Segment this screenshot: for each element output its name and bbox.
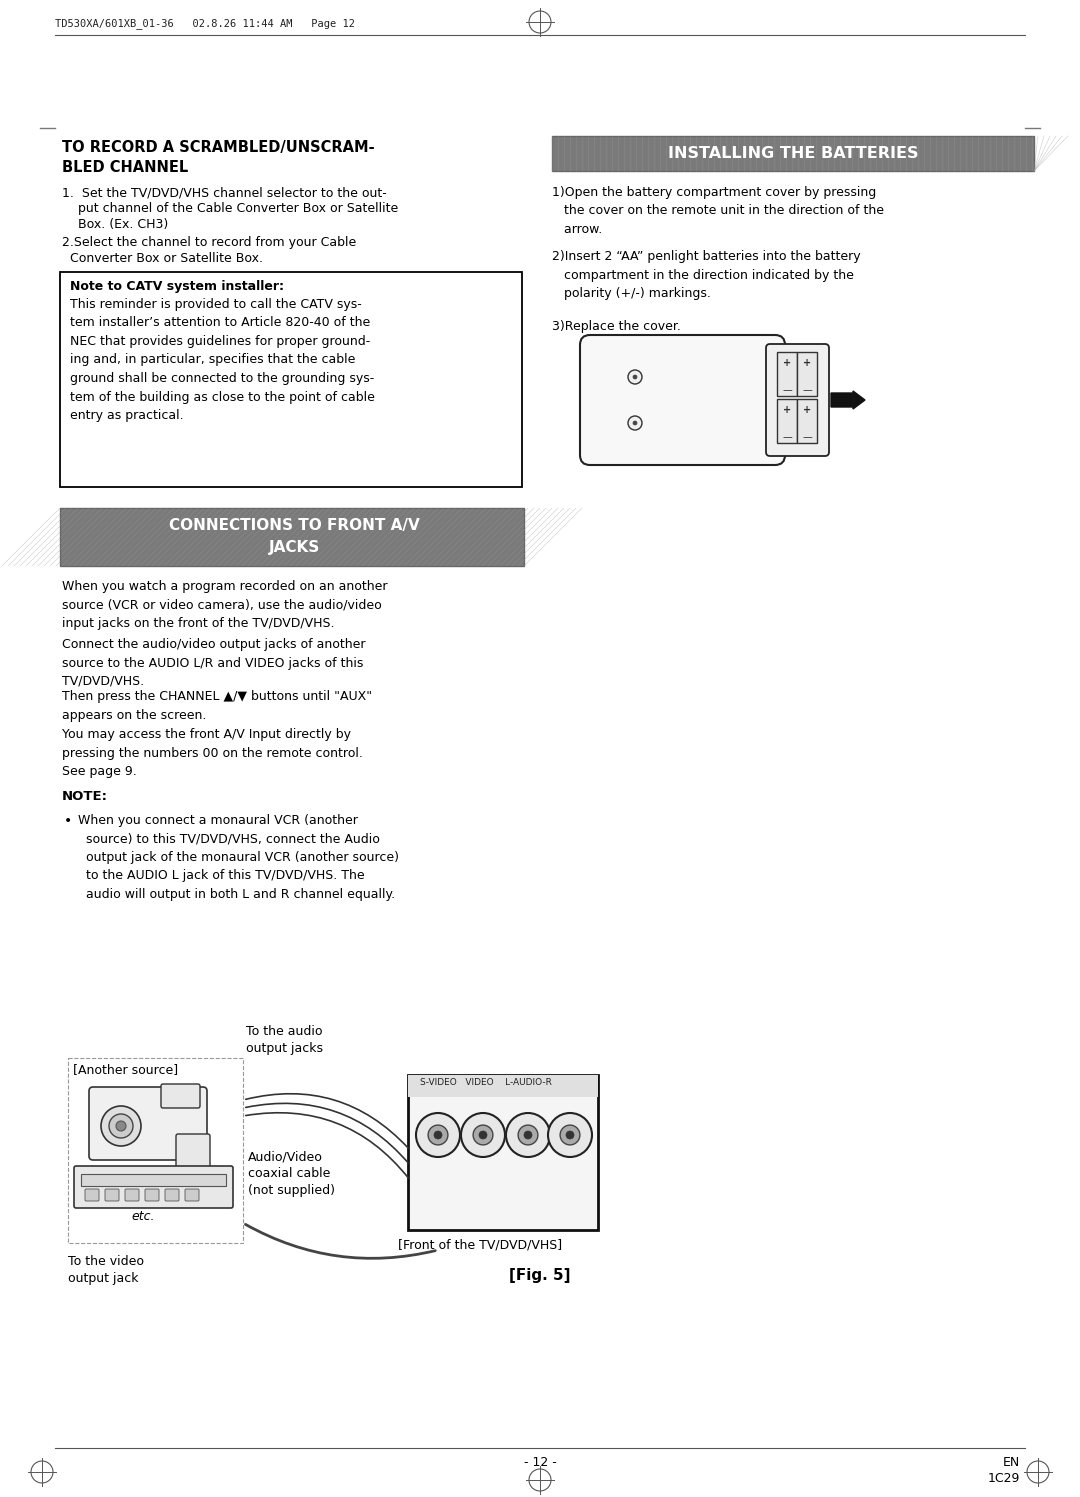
Text: Converter Box or Satellite Box.: Converter Box or Satellite Box. xyxy=(62,251,264,265)
Circle shape xyxy=(102,1106,141,1147)
Text: 1)Open the battery compartment cover by pressing
   the cover on the remote unit: 1)Open the battery compartment cover by … xyxy=(552,186,885,237)
Text: CONNECTIONS TO FRONT A/V: CONNECTIONS TO FRONT A/V xyxy=(168,518,419,533)
Text: INSTALLING THE BATTERIES: INSTALLING THE BATTERIES xyxy=(667,147,918,162)
Text: —: — xyxy=(802,385,812,395)
FancyBboxPatch shape xyxy=(89,1087,207,1160)
FancyBboxPatch shape xyxy=(75,1166,233,1208)
Text: S-VIDEO   VIDEO    L-AUDIO-R: S-VIDEO VIDEO L-AUDIO-R xyxy=(420,1078,552,1087)
Circle shape xyxy=(109,1114,133,1138)
Text: TO RECORD A SCRAMBLED/UNSCRAM-: TO RECORD A SCRAMBLED/UNSCRAM- xyxy=(62,141,375,156)
Circle shape xyxy=(428,1126,448,1145)
Circle shape xyxy=(561,1126,580,1145)
FancyBboxPatch shape xyxy=(797,400,816,443)
Text: put channel of the Cable Converter Box or Satellite: put channel of the Cable Converter Box o… xyxy=(62,202,399,216)
Text: •: • xyxy=(64,814,72,828)
Circle shape xyxy=(434,1132,442,1139)
Circle shape xyxy=(627,416,642,430)
FancyBboxPatch shape xyxy=(408,1075,598,1231)
FancyBboxPatch shape xyxy=(145,1189,159,1201)
Text: +: + xyxy=(802,406,811,415)
Text: JACKS: JACKS xyxy=(268,540,320,555)
Circle shape xyxy=(566,1132,573,1139)
Circle shape xyxy=(627,370,642,385)
Text: 3)Replace the cover.: 3)Replace the cover. xyxy=(552,320,680,332)
Text: When you connect a monaural VCR (another
  source) to this TV/DVD/VHS, connect t: When you connect a monaural VCR (another… xyxy=(78,814,399,901)
Text: NOTE:: NOTE: xyxy=(62,790,108,802)
FancyBboxPatch shape xyxy=(777,352,797,397)
Text: [Fig. 5]: [Fig. 5] xyxy=(510,1268,570,1283)
FancyBboxPatch shape xyxy=(81,1174,226,1186)
Text: +: + xyxy=(783,358,791,368)
FancyBboxPatch shape xyxy=(105,1189,119,1201)
Text: Audio/Video
coaxial cable
(not supplied): Audio/Video coaxial cable (not supplied) xyxy=(248,1150,335,1198)
Text: 2.Select the channel to record from your Cable: 2.Select the channel to record from your… xyxy=(62,237,356,249)
Text: 2)Insert 2 “AA” penlight batteries into the battery
   compartment in the direct: 2)Insert 2 “AA” penlight batteries into … xyxy=(552,250,861,299)
Text: BLED CHANNEL: BLED CHANNEL xyxy=(62,160,188,175)
Text: - 12 -: - 12 - xyxy=(524,1457,556,1469)
Circle shape xyxy=(473,1126,492,1145)
FancyBboxPatch shape xyxy=(125,1189,139,1201)
Text: +: + xyxy=(802,358,811,368)
Text: etc.: etc. xyxy=(132,1210,154,1223)
FancyBboxPatch shape xyxy=(777,400,797,443)
FancyBboxPatch shape xyxy=(85,1189,99,1201)
Text: +: + xyxy=(783,406,791,415)
Text: —: — xyxy=(782,385,792,395)
Circle shape xyxy=(518,1126,538,1145)
Text: Box. (Ex. CH3): Box. (Ex. CH3) xyxy=(62,219,168,231)
FancyBboxPatch shape xyxy=(552,136,1034,171)
Text: This reminder is provided to call the CATV sys-
tem installer’s attention to Art: This reminder is provided to call the CA… xyxy=(70,298,375,422)
Text: 1.  Set the TV/DVD/VHS channel selector to the out-: 1. Set the TV/DVD/VHS channel selector t… xyxy=(62,186,387,199)
Text: —: — xyxy=(802,433,812,442)
Circle shape xyxy=(480,1132,487,1139)
Circle shape xyxy=(633,421,637,425)
Text: Then press the CHANNEL ▲/▼ buttons until "AUX"
appears on the screen.: Then press the CHANNEL ▲/▼ buttons until… xyxy=(62,690,373,722)
Text: TD530XA/601XB_01-36   02.8.26 11:44 AM   Page 12: TD530XA/601XB_01-36 02.8.26 11:44 AM Pag… xyxy=(55,18,355,28)
Circle shape xyxy=(116,1121,126,1132)
Text: [Front of the TV/DVD/VHS]: [Front of the TV/DVD/VHS] xyxy=(399,1238,562,1251)
Circle shape xyxy=(548,1112,592,1157)
FancyBboxPatch shape xyxy=(60,507,524,566)
FancyBboxPatch shape xyxy=(68,1058,243,1243)
Text: When you watch a program recorded on an another
source (VCR or video camera), us: When you watch a program recorded on an … xyxy=(62,579,388,630)
FancyBboxPatch shape xyxy=(161,1084,200,1108)
FancyBboxPatch shape xyxy=(176,1135,210,1168)
Text: To the video
output jack: To the video output jack xyxy=(68,1254,144,1284)
FancyBboxPatch shape xyxy=(408,1075,598,1097)
FancyBboxPatch shape xyxy=(185,1189,199,1201)
Text: You may access the front A/V Input directly by
pressing the numbers 00 on the re: You may access the front A/V Input direc… xyxy=(62,728,363,778)
Text: Connect the audio/video output jacks of another
source to the AUDIO L/R and VIDE: Connect the audio/video output jacks of … xyxy=(62,638,365,689)
Text: Note to CATV system installer:: Note to CATV system installer: xyxy=(70,280,284,293)
FancyBboxPatch shape xyxy=(165,1189,179,1201)
Text: —: — xyxy=(782,433,792,442)
FancyBboxPatch shape xyxy=(60,272,522,487)
FancyBboxPatch shape xyxy=(797,352,816,397)
Text: To the audio
output jacks: To the audio output jacks xyxy=(246,1025,323,1055)
FancyBboxPatch shape xyxy=(580,335,785,466)
Circle shape xyxy=(461,1112,505,1157)
Text: [Another source]: [Another source] xyxy=(73,1063,178,1076)
Text: EN: EN xyxy=(1002,1457,1020,1469)
FancyBboxPatch shape xyxy=(766,344,829,457)
Circle shape xyxy=(524,1132,532,1139)
Circle shape xyxy=(416,1112,460,1157)
Circle shape xyxy=(633,376,637,379)
Text: 1C29: 1C29 xyxy=(987,1472,1020,1485)
Circle shape xyxy=(507,1112,550,1157)
FancyArrow shape xyxy=(831,391,865,409)
